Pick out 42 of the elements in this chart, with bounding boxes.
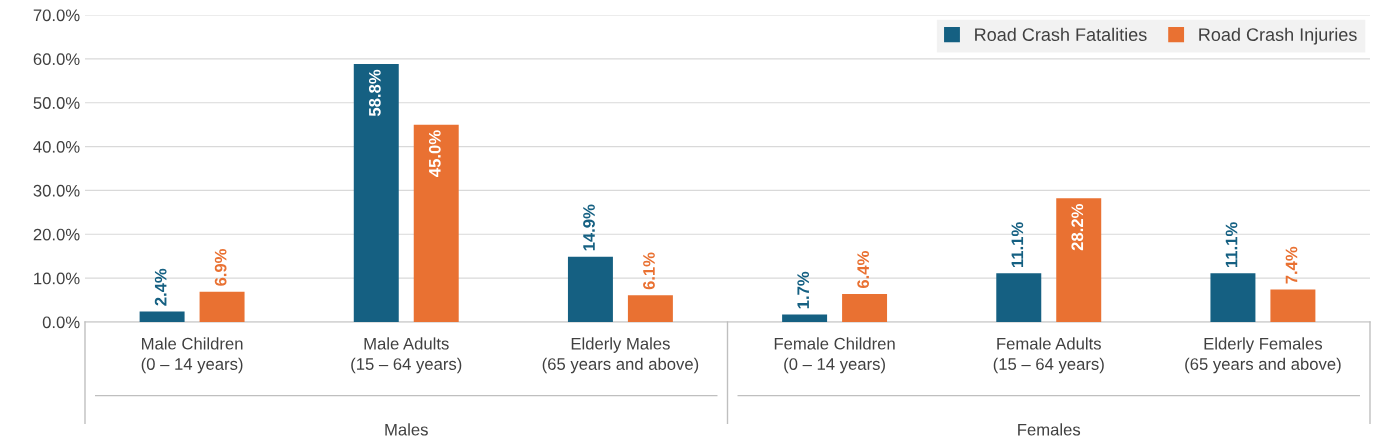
data-label: 7.4% xyxy=(1285,246,1298,284)
bar xyxy=(199,291,245,322)
x-tick-label: Female Adults (15 – 64 years) xyxy=(993,337,1104,374)
data-label: 6.4% xyxy=(857,251,870,289)
y-tick-label: 30.0% xyxy=(33,184,80,197)
data-label: 11.1% xyxy=(1225,222,1238,268)
y-tick-label: 70.0% xyxy=(33,9,80,22)
data-label: 1.7% xyxy=(797,271,810,309)
x-tick-label: Male Children (0 – 14 years) xyxy=(141,337,243,374)
x-tick-label: Male Adults (15 – 64 years) xyxy=(351,337,462,374)
bar xyxy=(1056,198,1102,322)
data-label: 45.0% xyxy=(428,130,441,177)
bar xyxy=(1210,273,1256,322)
data-label: 28.2% xyxy=(1071,204,1084,251)
bar xyxy=(567,256,613,322)
x-tick-label: Elderly Males (65 years and above) xyxy=(542,337,699,374)
data-label: 14.9% xyxy=(583,204,595,251)
y-tick-label: 40.0% xyxy=(33,140,80,153)
y-tick-label: 10.0% xyxy=(34,272,80,285)
y-tick-label: 0.0% xyxy=(42,316,80,329)
data-label: 6.1% xyxy=(643,252,655,290)
bar xyxy=(782,314,828,322)
y-tick-label: 60.0% xyxy=(33,53,80,66)
bar xyxy=(996,273,1042,322)
x-tick-label: Female Children (0 – 14 years) xyxy=(774,337,895,374)
y-tick-label: 20.0% xyxy=(33,228,80,241)
bar xyxy=(842,293,888,322)
data-label: 58.8% xyxy=(368,69,381,117)
text: Females xyxy=(1018,423,1081,436)
data-label: 2.4% xyxy=(154,268,167,306)
data-label: 6.9% xyxy=(214,248,227,286)
y-tick-label: 50.0% xyxy=(33,97,80,109)
data-label: 11.1% xyxy=(1011,222,1024,268)
legend-label: Road Crash Injuries xyxy=(1199,27,1357,45)
bar xyxy=(413,124,459,322)
bar xyxy=(353,64,399,322)
legend-label: Road Crash Fatalities xyxy=(975,27,1147,41)
bar xyxy=(139,311,185,322)
x-tick-label: Elderly Females (65 years and above) xyxy=(1185,337,1341,374)
bar xyxy=(1270,289,1316,322)
bar xyxy=(627,295,673,322)
text: Males xyxy=(385,423,428,436)
